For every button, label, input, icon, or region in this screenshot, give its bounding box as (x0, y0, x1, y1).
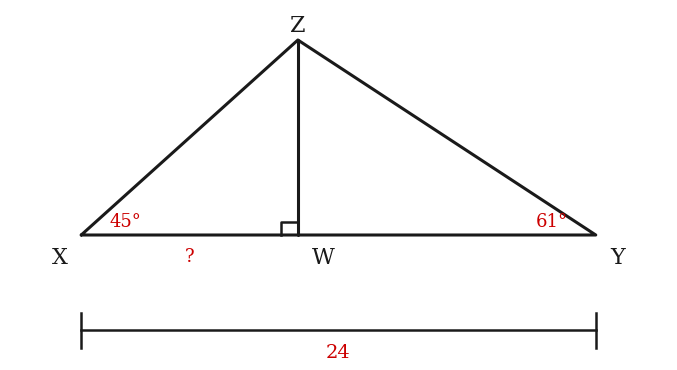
Text: ?: ? (185, 248, 194, 266)
Text: W: W (312, 246, 335, 269)
Text: 45°: 45° (109, 213, 141, 232)
Text: 61°: 61° (536, 213, 568, 232)
Text: Z: Z (290, 15, 305, 37)
Text: Y: Y (610, 246, 625, 269)
Text: X: X (51, 246, 68, 269)
Text: 24: 24 (326, 343, 351, 361)
